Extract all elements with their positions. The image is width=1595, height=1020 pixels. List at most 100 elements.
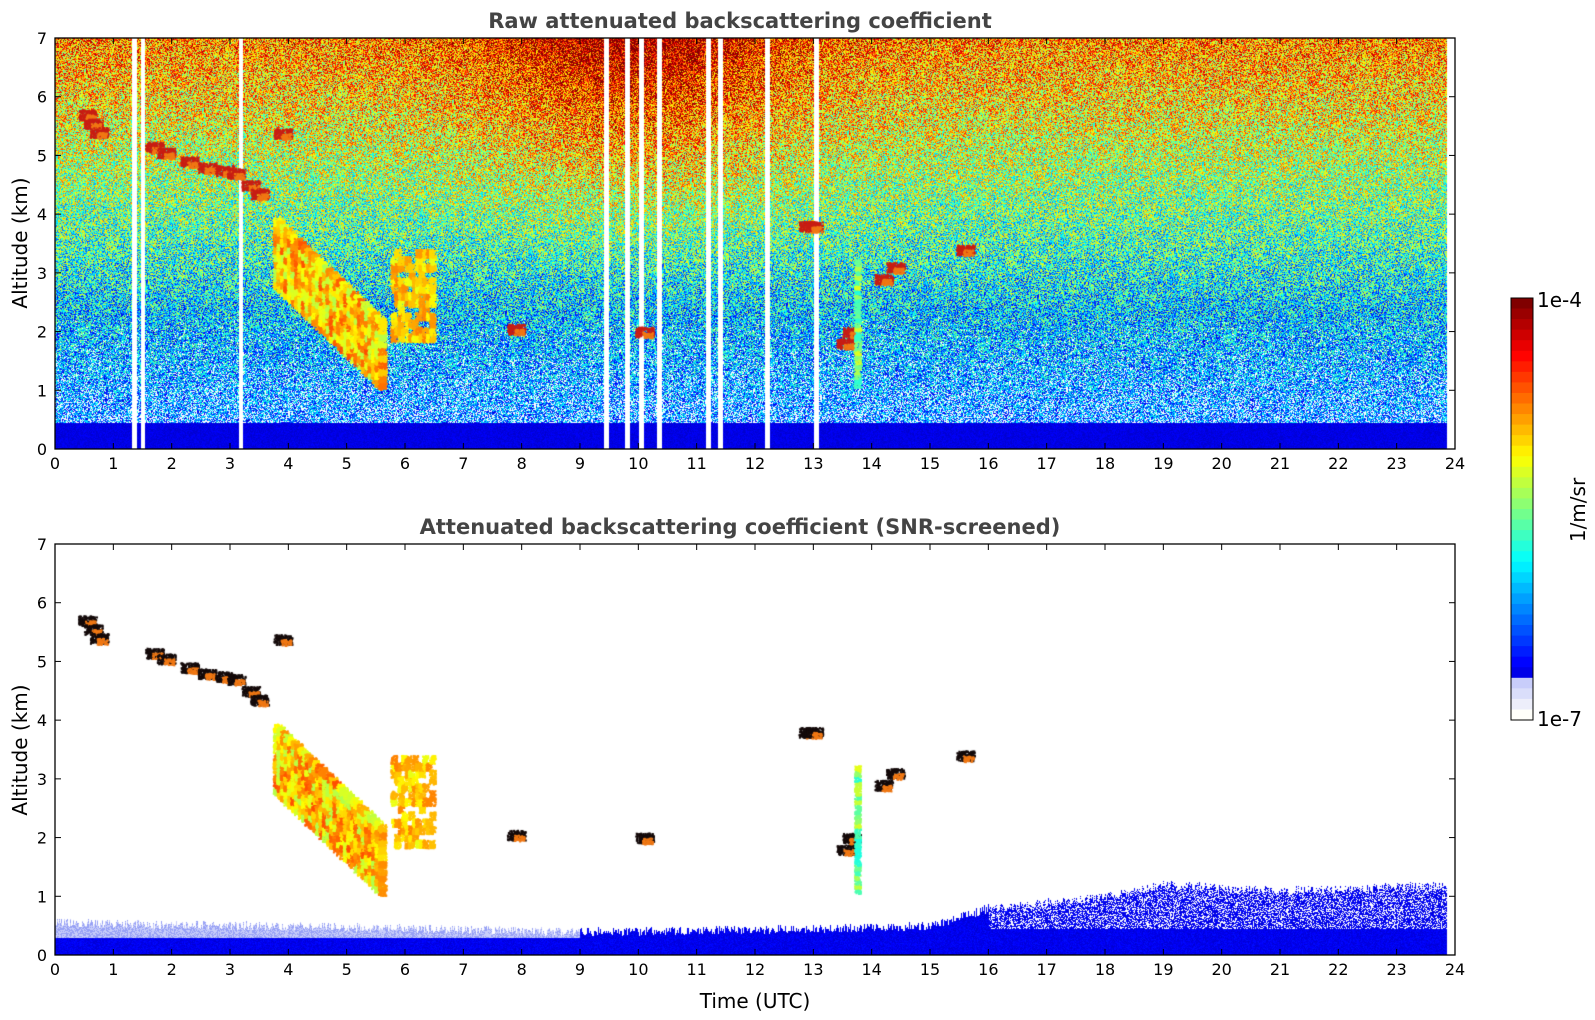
y-tick-label: 2 — [37, 323, 47, 342]
x-tick-label: 6 — [400, 454, 410, 473]
x-tick-label: 17 — [1036, 960, 1056, 979]
x-tick-label: 1 — [108, 454, 118, 473]
colorbar-cell — [1511, 382, 1533, 394]
colorbar-cell — [1511, 487, 1533, 500]
colorbar-cell — [1511, 361, 1533, 373]
colorbar-cell — [1511, 498, 1533, 510]
y-tick-label: 5 — [37, 146, 47, 165]
x-tick-label: 3 — [225, 960, 235, 979]
y-tick-label: 1 — [37, 887, 47, 906]
x-tick-label: 4 — [283, 454, 293, 473]
colorbar-cell — [1511, 456, 1533, 468]
colorbar-cell — [1511, 435, 1533, 447]
y-tick-label: 3 — [37, 264, 47, 283]
colorbar-cell — [1511, 350, 1533, 362]
x-tick-label: 17 — [1036, 454, 1056, 473]
x-tick-label: 22 — [1328, 454, 1348, 473]
x-tick-label: 5 — [342, 454, 352, 473]
colorbar-cell — [1511, 656, 1533, 668]
x-tick-label: 16 — [978, 960, 998, 979]
x-tick-label: 15 — [920, 454, 940, 473]
colorbar-cell — [1511, 572, 1533, 584]
panel-title: Raw attenuated backscattering coefficien… — [488, 9, 992, 33]
x-tick-label: 14 — [861, 454, 881, 473]
x-tick-label: 8 — [517, 454, 527, 473]
x-tick-label: 12 — [745, 960, 765, 979]
x-tick-label: 1 — [108, 960, 118, 979]
y-tick-label: 7 — [37, 29, 47, 48]
x-tick-label: 9 — [575, 960, 585, 979]
x-tick-label: 13 — [803, 454, 823, 473]
colorbar-gradient — [1511, 298, 1533, 721]
colorbar-cell — [1511, 530, 1533, 542]
x-tick-label: 5 — [342, 960, 352, 979]
x-tick-label: 2 — [167, 454, 177, 473]
y-tick-label: 0 — [37, 946, 47, 965]
colorbar-cell — [1511, 414, 1533, 426]
x-tick-label: 11 — [686, 454, 706, 473]
colorbar-cell — [1511, 614, 1533, 626]
colorbar-cell — [1511, 424, 1533, 436]
y-tick-label: 7 — [37, 535, 47, 554]
x-tick-label: 10 — [628, 454, 648, 473]
y-tick-label: 4 — [37, 711, 47, 730]
colorbar-cell — [1511, 540, 1533, 552]
y-axis-label: Altitude (km) — [8, 684, 32, 815]
heatmap-area — [55, 544, 1455, 955]
x-tick-label: 15 — [920, 960, 940, 979]
colorbar-cell — [1511, 709, 1533, 721]
y-axis-ticks: 0 1 2 3 4 5 6 7 — [37, 29, 1455, 459]
y-tick-label: 5 — [37, 652, 47, 671]
x-tick-label: 19 — [1153, 960, 1173, 979]
y-tick-label: 0 — [37, 440, 47, 459]
x-tick-label: 20 — [1211, 454, 1231, 473]
x-tick-label: 21 — [1270, 454, 1290, 473]
colorbar-cell — [1511, 603, 1533, 616]
x-tick-label: 11 — [686, 960, 706, 979]
x-axis-ticks: 0 1 2 3 4 5 6 7 8 9 10 11 12 13 14 15 16 17 18 19 20 21 22 23 24 — [50, 544, 1465, 979]
colorbar-cell — [1511, 677, 1533, 689]
x-tick-label: 22 — [1328, 960, 1348, 979]
colorbar-cell — [1511, 371, 1533, 383]
y-tick-label: 4 — [37, 205, 47, 224]
colorbar-cell — [1511, 582, 1533, 594]
colorbar-cell — [1511, 593, 1533, 605]
colorbar-cell — [1511, 477, 1533, 489]
x-tick-label: 18 — [1095, 454, 1115, 473]
x-axis-label: Time (UTC) — [699, 989, 811, 1013]
x-tick-label: 23 — [1386, 960, 1406, 979]
y-tick-label: 6 — [37, 88, 47, 107]
x-tick-label: 8 — [517, 960, 527, 979]
x-tick-label: 0 — [50, 454, 60, 473]
x-tick-label: 10 — [628, 960, 648, 979]
x-axis-ticks: 0 1 2 3 4 5 6 7 8 9 10 11 12 13 14 15 16 17 18 19 20 21 22 23 24 — [50, 38, 1465, 473]
colorbar-cell — [1511, 392, 1533, 405]
x-tick-label: 4 — [283, 960, 293, 979]
colorbar-cell — [1511, 319, 1533, 331]
x-tick-label: 23 — [1386, 454, 1406, 473]
x-tick-label: 19 — [1153, 454, 1173, 473]
colorbar-frame — [1510, 297, 1534, 721]
x-tick-label: 3 — [225, 454, 235, 473]
colorbar-cell — [1511, 298, 1533, 310]
x-tick-label: 12 — [745, 454, 765, 473]
x-tick-label: 6 — [400, 960, 410, 979]
y-tick-label: 1 — [37, 381, 47, 400]
colorbar-cell — [1511, 551, 1533, 563]
x-tick-label: 20 — [1211, 960, 1231, 979]
colorbar-cell — [1511, 466, 1533, 478]
colorbar-cell — [1511, 635, 1533, 647]
y-axis-label: Altitude (km) — [8, 177, 32, 308]
colorbar-cell — [1511, 667, 1533, 679]
y-axis-ticks: 0 1 2 3 4 5 6 7 — [37, 535, 1455, 965]
x-tick-label: 9 — [575, 454, 585, 473]
colorbar-cell — [1511, 625, 1533, 637]
x-tick-label: 24 — [1445, 454, 1465, 473]
colorbar-cell — [1511, 329, 1533, 341]
x-tick-label: 24 — [1445, 960, 1465, 979]
colorbar-cell — [1511, 561, 1533, 573]
x-tick-label: 2 — [167, 960, 177, 979]
colorbar-cell — [1511, 698, 1533, 711]
raw-backscatter-panel: Raw attenuated backscattering coefficien… — [8, 9, 1465, 473]
y-tick-label: 3 — [37, 770, 47, 789]
